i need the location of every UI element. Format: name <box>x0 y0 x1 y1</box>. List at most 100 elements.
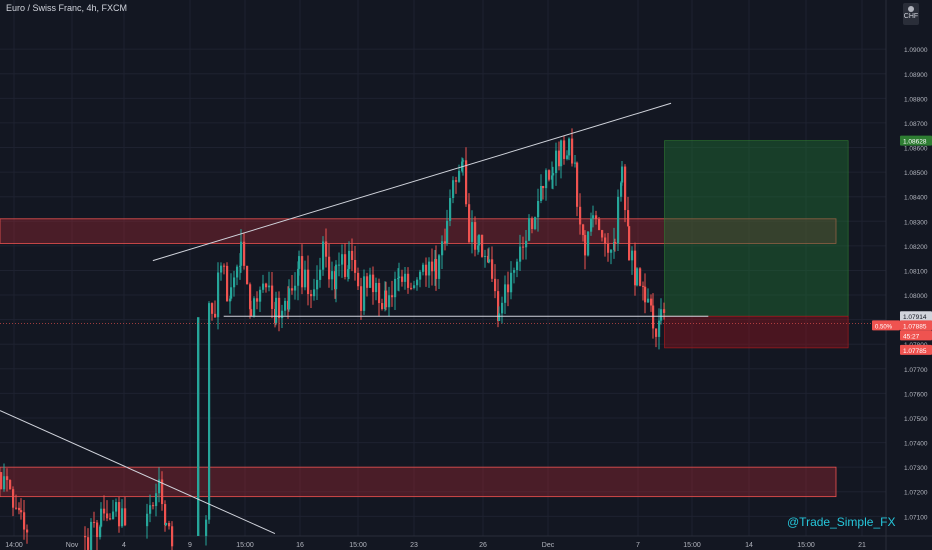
x-tick-label: 15:00 <box>797 542 815 549</box>
candle-body <box>313 289 316 297</box>
x-tick-label: 15:00 <box>683 542 701 549</box>
candle-body <box>284 300 287 311</box>
candle-body <box>404 273 407 282</box>
price-label-pct-box <box>872 320 900 331</box>
candle-body <box>504 284 507 303</box>
candle-body <box>152 505 155 507</box>
candle-body <box>347 269 350 277</box>
y-tick-label: 1.08500 <box>904 170 928 177</box>
candle-body <box>548 170 551 180</box>
y-tick-label: 1.07200 <box>904 490 928 497</box>
candle-body <box>468 204 471 242</box>
currency-label: CHF <box>903 13 919 20</box>
candle-body <box>265 283 268 288</box>
x-tick-label: 15:00 <box>236 542 254 549</box>
candle-body <box>229 298 232 302</box>
price-label-stop-box <box>900 344 932 355</box>
candle-body <box>253 298 256 317</box>
candle-body <box>256 298 259 302</box>
candle-body <box>452 180 455 199</box>
candle-body <box>236 266 239 278</box>
candle-body <box>531 218 534 229</box>
y-tick-label: 1.08800 <box>904 96 928 103</box>
price-label-entry: 1.07914 <box>903 314 927 321</box>
candle-body <box>240 241 243 266</box>
candle-body <box>146 513 149 527</box>
candle-body <box>307 269 310 295</box>
candle-body <box>360 286 363 311</box>
candle-body <box>419 271 422 280</box>
price-label-percent: 0.50% <box>875 324 893 330</box>
candle-body <box>391 295 394 298</box>
candle-body <box>574 162 577 164</box>
candle-body <box>316 279 319 290</box>
x-tick-label: 16 <box>296 542 304 549</box>
y-tick-label: 1.08600 <box>904 146 928 153</box>
candle-body <box>375 282 378 293</box>
price-label-target: 1.08628 <box>903 139 927 146</box>
candle-body <box>226 265 229 302</box>
candle-body <box>348 250 351 270</box>
candle-body <box>165 522 168 525</box>
candle-body <box>471 222 474 242</box>
candle-body <box>341 254 344 265</box>
candle-body <box>394 278 397 298</box>
candle-body <box>294 285 297 291</box>
price-label-last: 1.07885 <box>903 323 927 330</box>
candle-body <box>168 522 171 527</box>
x-tick-label: 23 <box>410 542 418 549</box>
candle-body <box>610 249 613 253</box>
candle-body <box>644 286 647 303</box>
candle-body <box>268 285 271 288</box>
y-tick-label: 1.08100 <box>904 268 928 275</box>
candle-body <box>99 526 102 538</box>
candle-body <box>477 245 480 250</box>
price-label-countdown: 45:27 <box>903 333 920 340</box>
candle-body <box>205 519 208 536</box>
candle-body <box>540 185 543 202</box>
candle-body <box>627 210 630 227</box>
candle-body <box>378 282 381 304</box>
candle-body <box>298 256 301 269</box>
candle-body <box>425 264 428 276</box>
candle-body <box>161 479 164 505</box>
candle-body <box>124 508 127 526</box>
candle-body <box>115 502 118 512</box>
candle-body <box>501 302 504 314</box>
breakout-candle <box>197 317 200 536</box>
candle-body <box>444 241 447 244</box>
candle-body <box>462 160 465 162</box>
candle-body <box>465 160 468 205</box>
candle-body <box>655 328 658 337</box>
candle-body <box>488 259 491 263</box>
candle-body <box>431 261 434 272</box>
candle-body <box>325 241 328 257</box>
candle-body <box>275 297 278 323</box>
candle-body <box>354 259 357 273</box>
candle-body <box>246 265 249 285</box>
candle-body <box>552 173 555 176</box>
candle-body <box>171 526 174 547</box>
candle-body <box>12 489 15 508</box>
candle-body <box>369 274 372 288</box>
candle-body <box>563 140 566 159</box>
y-tick-label: 1.07500 <box>904 416 928 423</box>
candle-body <box>551 175 554 180</box>
candle-body <box>103 508 106 514</box>
candle-body <box>214 313 217 318</box>
price-label-entry-box <box>900 311 932 322</box>
candle-body <box>647 298 650 303</box>
upper-trendline <box>152 102 672 262</box>
candle-body <box>595 215 598 220</box>
candle-body <box>291 288 294 291</box>
currency-badge[interactable]: CHF <box>903 3 919 25</box>
candle-body <box>446 220 449 244</box>
candle-body <box>20 510 23 513</box>
candle-body <box>250 309 253 317</box>
x-tick-label: 9 <box>188 542 192 549</box>
candle-body <box>319 269 322 280</box>
candle-body <box>474 222 477 250</box>
candle-body <box>652 305 655 329</box>
